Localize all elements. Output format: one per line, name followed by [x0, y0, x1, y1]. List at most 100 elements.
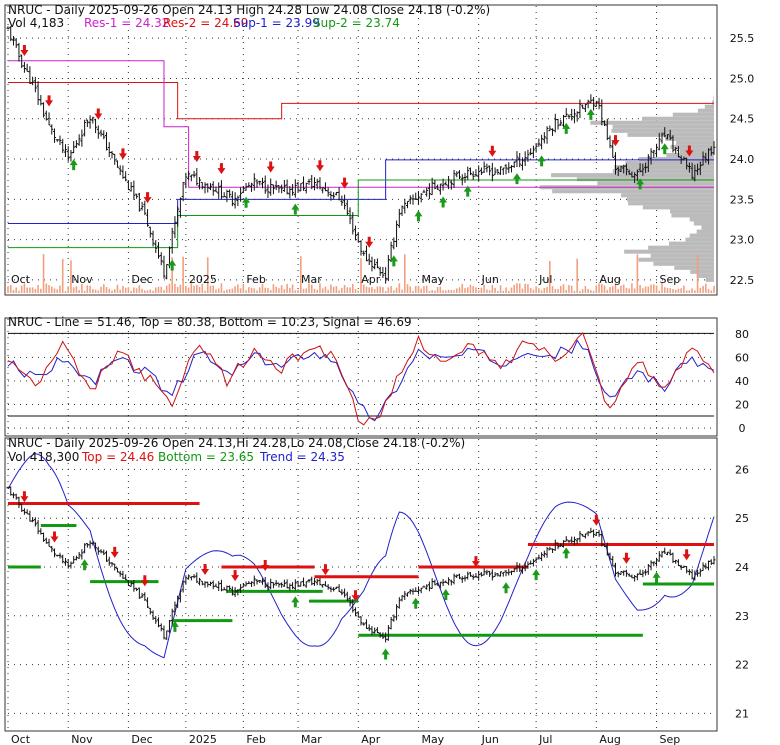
volume-bar-193 — [535, 286, 537, 293]
volume-bar-232 — [642, 288, 644, 293]
trend-month-labels: Oct Nov Dec 2025 Feb Mar Apr May Jun Jul Aug Sep — [11, 733, 680, 745]
trend-buy-arrow-138 — [381, 648, 390, 660]
volume-bar-183 — [507, 290, 510, 293]
trend-month-label-2: Dec — [131, 733, 152, 745]
volume-bar-77 — [217, 288, 220, 293]
trend-y-tick-label-3: 24 — [735, 561, 749, 574]
volume-bar-108 — [302, 288, 305, 293]
volume-bar-166 — [461, 283, 464, 293]
volume-bar-229 — [633, 288, 636, 293]
volume-bar-38 — [111, 290, 113, 293]
volume-bar-207 — [573, 290, 576, 293]
volume-bar-163 — [453, 290, 455, 293]
trend-buy-arrow-149 — [411, 597, 420, 609]
trend-buy-arrow-61 — [170, 620, 179, 632]
volume-bar-71 — [201, 283, 204, 293]
trend-y-tick-label-1: 22 — [735, 659, 749, 672]
oscillator-panel: 0 20 40 60 80 NRUC - Line = 51.46, Top = 80.… — [4, 315, 749, 437]
volume-bar-101 — [283, 289, 286, 293]
volume-bar-171 — [475, 287, 477, 293]
volume-bar-145 — [403, 254, 406, 293]
price-sell-arrow-42 — [118, 148, 127, 160]
trend-sell-arrow-17 — [50, 531, 59, 543]
volume-bar-21 — [64, 290, 67, 293]
profile-bar — [689, 233, 714, 238]
volume-bar-117 — [327, 290, 329, 293]
volume-bar-240 — [663, 287, 666, 293]
price-month-label-11: Sep — [660, 273, 681, 286]
volume-bar-42 — [122, 286, 124, 293]
volume-bar-27 — [81, 283, 83, 293]
volume-bar-257 — [710, 290, 713, 293]
volume-bar-80 — [226, 289, 228, 293]
volume-bar-91 — [256, 290, 258, 293]
volume-bar-45 — [130, 290, 132, 293]
volume-bar-68 — [193, 285, 195, 293]
volume-bar-130 — [362, 284, 365, 293]
volume-bar-5 — [20, 285, 23, 293]
volume-bar-194 — [538, 288, 540, 293]
price-grid — [7, 6, 714, 294]
profile-bar — [696, 273, 714, 278]
volume-bar-214 — [592, 290, 595, 293]
volume-bar-196 — [543, 287, 546, 293]
volume-bar-191 — [529, 287, 532, 293]
res1-label: Res-1 = 24.32 — [84, 16, 169, 30]
price-sell-arrow-222 — [611, 135, 620, 147]
volume-bar-126 — [351, 283, 354, 293]
price-sell-arrow-114 — [315, 160, 324, 172]
volume-bar-136 — [379, 286, 381, 293]
trend-sell-arrow-116 — [321, 564, 330, 576]
volume-bar-35 — [102, 284, 105, 293]
price-month-label-5: Mar — [301, 273, 322, 286]
trend-month-label-5: Mar — [301, 733, 322, 745]
volume-bar-23 — [70, 260, 72, 293]
volume-bar-107 — [299, 256, 302, 293]
profile-bar — [612, 169, 714, 174]
volume-bar-212 — [587, 288, 589, 293]
volume-bar-219 — [606, 289, 609, 293]
volume-bar-56 — [160, 286, 163, 293]
volume-bar-110 — [308, 283, 310, 293]
volume-bar-228 — [631, 283, 633, 293]
volume-bar-148 — [412, 290, 414, 293]
volume-bar-246 — [680, 288, 682, 293]
volume-bar-221 — [611, 286, 614, 293]
volume-bar-7 — [26, 287, 28, 293]
profile-bar — [642, 205, 714, 210]
trend-buy-arrow-193 — [532, 569, 541, 581]
price-y-ticks: 22.5 23.0 23.5 24.0 24.5 25.0 25.5 — [730, 32, 755, 287]
osc-main-line — [7, 331, 715, 426]
volume-bar-109 — [305, 288, 308, 293]
volume-bar-168 — [466, 287, 469, 293]
price-buy-arrow-240 — [660, 143, 669, 155]
volume-bar-197 — [546, 286, 548, 293]
volume-bar-43 — [124, 287, 127, 293]
volume-bar-94 — [264, 287, 267, 293]
price-y-tick-label-0: 22.5 — [730, 274, 755, 287]
volume-bar-184 — [510, 287, 513, 293]
volume-bar-174 — [483, 284, 485, 293]
profile-bar — [648, 245, 714, 250]
sup1-label: Sup-1 = 23.99 — [233, 16, 320, 30]
osc-y-tick-label-2: 40 — [735, 375, 749, 388]
volume-bar-29 — [86, 285, 89, 293]
trend-sell-arrow-50 — [140, 575, 149, 587]
volume-bar-243 — [672, 289, 674, 293]
profile-bar — [696, 229, 714, 234]
volume-bar-47 — [135, 288, 138, 293]
volume-bar-36 — [105, 287, 108, 293]
volume-bar-92 — [258, 287, 261, 293]
volume-bar-181 — [502, 290, 505, 293]
trend-month-label-11: Sep — [660, 733, 681, 745]
trend-y-tick-label-2: 23 — [735, 610, 749, 623]
trend-buy-arrow-160 — [441, 588, 450, 600]
profile-bar — [669, 241, 714, 246]
volume-bar-230 — [636, 254, 639, 293]
profile-bar — [653, 261, 714, 266]
volume-bar-124 — [346, 287, 349, 293]
volume-bar-113 — [316, 289, 319, 293]
volume-bar-4 — [18, 290, 20, 293]
volume-bar-160 — [445, 290, 447, 293]
volume-bar-85 — [239, 288, 242, 293]
